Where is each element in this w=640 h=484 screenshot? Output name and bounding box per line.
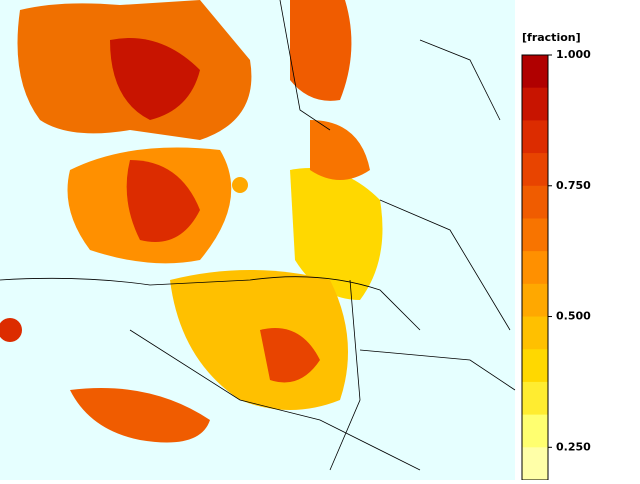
colorbar-label: [fraction] (522, 31, 581, 44)
colorbar-band (522, 120, 548, 154)
borders (0, 0, 516, 471)
colorbar-band (522, 381, 548, 416)
colorbar-band (522, 55, 548, 89)
colorbar-tick-label: 0.750 (556, 179, 591, 192)
colorbar-band (522, 218, 548, 252)
colorbar-tick-label: 1.000 (556, 48, 591, 61)
fraction-field (0, 0, 383, 443)
colorbar-band (522, 251, 548, 285)
colorbar-band (522, 153, 548, 187)
colorbar-band (522, 316, 548, 350)
colorbar: 1.000 0.750 0.500 0.250 (521, 48, 591, 481)
colorbar-band (522, 414, 548, 448)
colorbar-band (522, 283, 548, 318)
colorbar-tick-label: 0.250 (556, 440, 591, 453)
colorbar-band (522, 447, 548, 481)
colorbar-band (522, 185, 548, 219)
colorbar-tick-label: 0.500 (556, 310, 591, 323)
colorbar-band (522, 349, 548, 383)
colorbar-band (522, 87, 548, 121)
